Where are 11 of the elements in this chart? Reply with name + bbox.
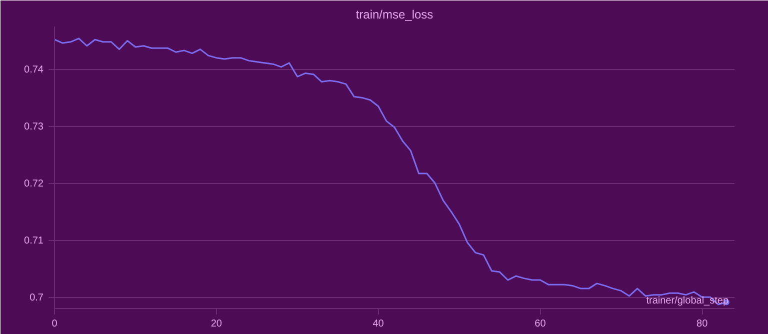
x-tick-label: 20 [210, 318, 222, 330]
chart-title: train/mse_loss [356, 8, 434, 22]
x-tick-label: 0 [52, 318, 58, 330]
y-tick-label: 0.73 [24, 122, 44, 133]
y-tick-label: 0.71 [24, 236, 44, 247]
y-tick-label: 0.7 [30, 292, 44, 304]
y-tick-label: 0.72 [24, 178, 44, 190]
x-tick-label: 60 [534, 318, 546, 330]
y-tick-label: 0.74 [24, 64, 44, 76]
x-tick-label: 40 [372, 318, 384, 330]
x-tick-label: 80 [696, 318, 708, 330]
